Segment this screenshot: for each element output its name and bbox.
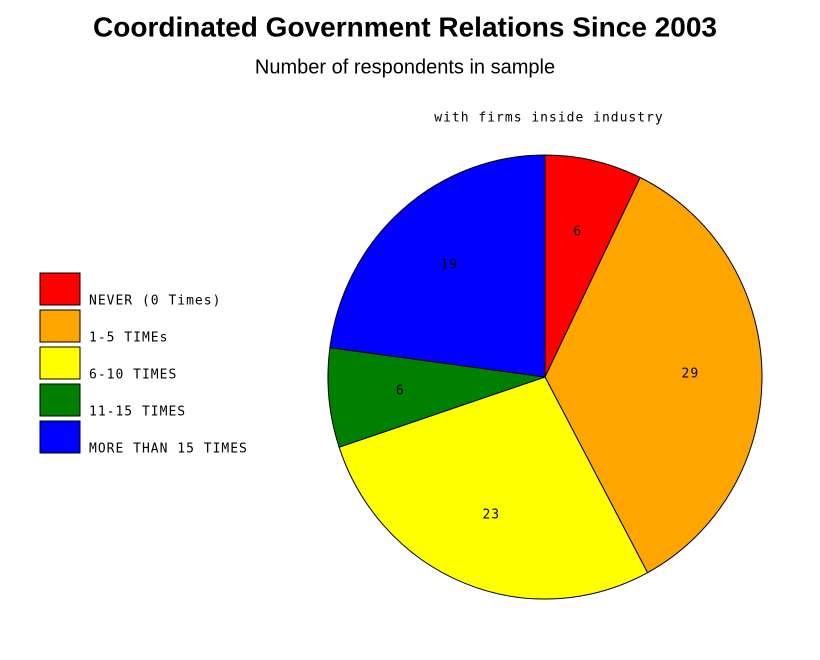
slice-label: 23 xyxy=(482,508,500,523)
legend-swatch xyxy=(39,420,81,454)
legend-swatch xyxy=(39,383,81,417)
legend-label: MORE THAN 15 TIMES xyxy=(89,442,248,457)
legend-label: NEVER (0 Times) xyxy=(89,294,221,309)
pie-slice xyxy=(544,154,641,378)
legend-swatch xyxy=(39,346,81,380)
legend-label: 1-5 TIMEs xyxy=(89,331,168,346)
chart-title: Coordinated Government Relations Since 2… xyxy=(93,11,717,42)
pie-slice xyxy=(544,176,763,574)
slice-label: 6 xyxy=(396,384,405,399)
pie-slice xyxy=(327,347,546,448)
slice-label: 6 xyxy=(573,225,582,240)
pie-slice xyxy=(338,376,649,600)
legend-label: 11-15 TIMES xyxy=(89,405,186,420)
slice-label: 29 xyxy=(682,367,700,382)
slice-label: 19 xyxy=(440,258,458,273)
legend-swatch xyxy=(39,272,81,306)
pie-slice xyxy=(329,154,546,378)
legend-label: 6-10 TIMES xyxy=(89,368,177,383)
legend-swatch xyxy=(39,309,81,343)
chart-subtitle: Number of respondents in sample xyxy=(255,56,555,78)
pie-label: with firms inside industry xyxy=(434,111,664,126)
